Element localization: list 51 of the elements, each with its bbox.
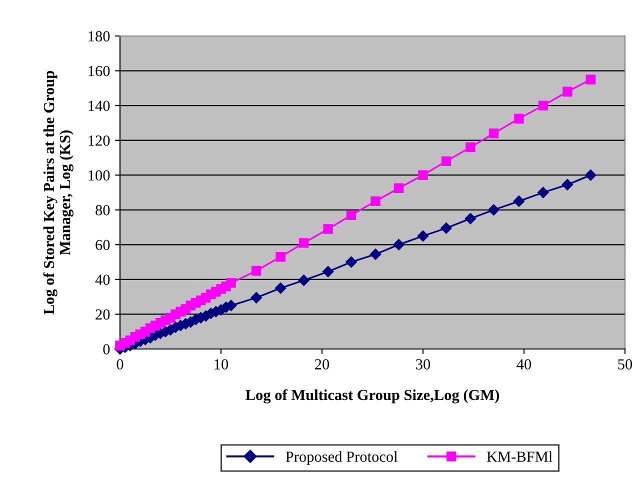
x-tick-label: 40 (516, 359, 532, 370)
y-tick-label: 140 (88, 100, 110, 112)
point (538, 100, 548, 110)
point (466, 142, 476, 152)
point (274, 282, 286, 294)
y-tick-label: 60 (96, 240, 110, 250)
point (322, 266, 334, 278)
y-axis-title: Log of Stored Key Pairs at the Group Manager, Log (KS) (43, 70, 74, 314)
x-axis-title: Log of Multicast Group Size,Log (GM) (246, 389, 499, 404)
point (586, 74, 596, 84)
point (538, 186, 549, 198)
x-tick-label: 30 (416, 359, 430, 370)
x-tick-label: 10 (214, 359, 228, 370)
y-tick-label: 120 (88, 135, 110, 146)
legend-label: Proposed Protocol (286, 451, 398, 465)
point (298, 238, 309, 248)
point (488, 128, 499, 138)
point (370, 196, 380, 206)
point (418, 170, 428, 180)
point (226, 278, 236, 288)
point (562, 86, 572, 97)
point (464, 212, 476, 224)
point (250, 292, 262, 304)
point (440, 222, 452, 234)
point (323, 224, 333, 234)
point (251, 266, 262, 276)
y-tick-label: 180 (88, 31, 110, 42)
point (488, 204, 500, 216)
x-tick-label: 0 (116, 359, 124, 370)
point (370, 248, 382, 260)
point (514, 114, 524, 124)
y-tick-label: 20 (96, 309, 110, 320)
point (585, 170, 596, 181)
point (417, 230, 429, 242)
point (276, 252, 286, 262)
point (393, 239, 404, 250)
y-tick-label: 40 (95, 274, 110, 285)
point (298, 274, 310, 286)
point (562, 179, 574, 190)
point (394, 183, 404, 194)
legend-label: KM-BFMl (486, 451, 552, 462)
x-tick-label: 20 (315, 359, 330, 370)
point (513, 196, 525, 207)
y-tick-label: 80 (96, 205, 110, 216)
point (441, 156, 452, 166)
x-tick-label: 50 (618, 359, 632, 370)
y-tick-label: 0 (103, 344, 110, 354)
y-tick-label: 100 (88, 170, 110, 181)
point (346, 210, 356, 220)
point (346, 256, 357, 268)
y-tick-label: 160 (88, 66, 110, 76)
